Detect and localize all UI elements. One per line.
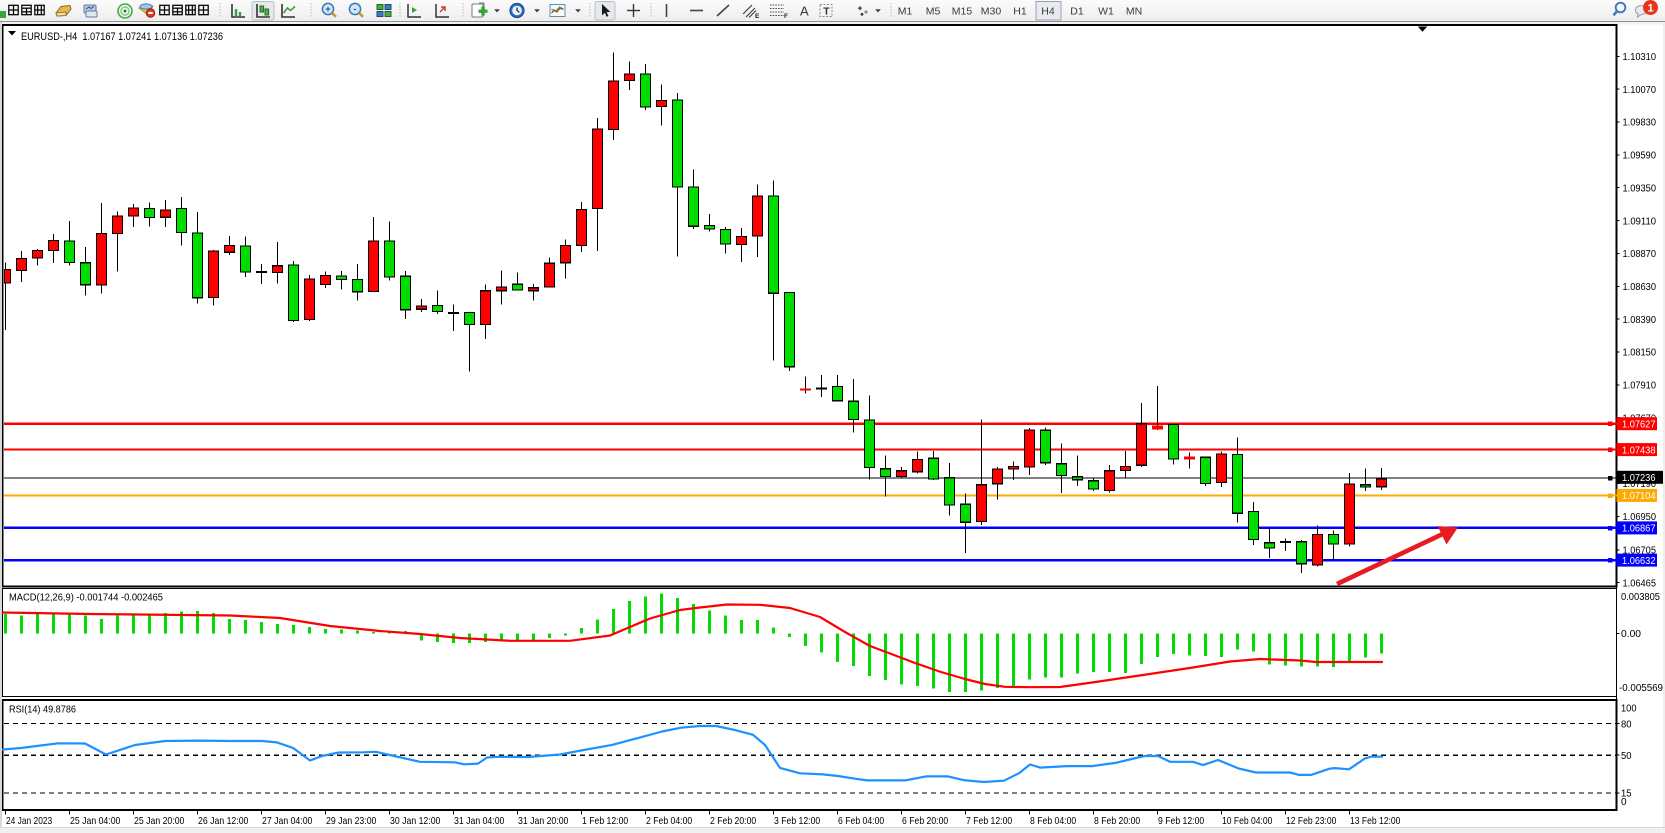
svg-text:1.10310: 1.10310 [1623, 52, 1657, 63]
svg-text:M5: M5 [926, 6, 941, 18]
svg-text:+: + [325, 4, 330, 14]
svg-text:1: 1 [1647, 3, 1653, 15]
svg-text:50: 50 [1621, 751, 1632, 762]
svg-text:1.09590: 1.09590 [1623, 151, 1657, 162]
svg-text:H1: H1 [1013, 6, 1027, 18]
svg-text:2 Feb 04:00: 2 Feb 04:00 [646, 815, 692, 827]
svg-text:8 Feb 04:00: 8 Feb 04:00 [1030, 815, 1076, 827]
svg-text:RSI(14) 49.8786: RSI(14) 49.8786 [9, 705, 76, 716]
svg-text:6 Feb 20:00: 6 Feb 20:00 [902, 815, 948, 827]
svg-text:10 Feb 04:00: 10 Feb 04:00 [1222, 815, 1273, 827]
svg-text:15: 15 [1621, 789, 1632, 800]
svg-text:1.06632: 1.06632 [1622, 556, 1656, 567]
svg-text:25 Jan 20:00: 25 Jan 20:00 [134, 815, 185, 827]
svg-text:8 Feb 20:00: 8 Feb 20:00 [1094, 815, 1140, 827]
svg-text:M15: M15 [952, 6, 973, 18]
svg-text:A: A [800, 4, 809, 19]
svg-text:100: 100 [1621, 704, 1637, 715]
svg-text:1.08870: 1.08870 [1623, 249, 1657, 260]
svg-text:0.00: 0.00 [1621, 629, 1641, 640]
svg-text:1.07104: 1.07104 [1622, 491, 1656, 502]
svg-text:30 Jan 12:00: 30 Jan 12:00 [390, 815, 441, 827]
svg-text:MACD(12,26,9) -0.001744 -0.002: MACD(12,26,9) -0.001744 -0.002465 [9, 593, 163, 604]
svg-text:2 Feb 20:00: 2 Feb 20:00 [710, 815, 756, 827]
svg-text:1.09350: 1.09350 [1623, 183, 1657, 194]
svg-text:0: 0 [1621, 797, 1627, 808]
svg-text:13 Feb 12:00: 13 Feb 12:00 [1350, 815, 1401, 827]
svg-text:1.07910: 1.07910 [1623, 381, 1657, 392]
svg-text:27 Jan 04:00: 27 Jan 04:00 [262, 815, 313, 827]
svg-text:1.08390: 1.08390 [1623, 315, 1657, 326]
svg-text:F: F [784, 13, 788, 20]
svg-text:31 Jan 20:00: 31 Jan 20:00 [518, 815, 569, 827]
svg-text:1.07438: 1.07438 [1622, 445, 1656, 456]
svg-text:1.07627: 1.07627 [1622, 419, 1656, 430]
svg-text:1.08630: 1.08630 [1623, 282, 1657, 293]
svg-text:1 Feb 12:00: 1 Feb 12:00 [582, 815, 628, 827]
svg-text:D1: D1 [1070, 6, 1084, 18]
svg-text:9 Feb 12:00: 9 Feb 12:00 [1158, 815, 1204, 827]
svg-text:24 Jan 2023: 24 Jan 2023 [6, 815, 52, 827]
svg-text:-: - [354, 4, 357, 14]
svg-text:1.06465: 1.06465 [1623, 578, 1657, 589]
svg-text:1.10070: 1.10070 [1623, 85, 1657, 96]
svg-text:26 Jan 12:00: 26 Jan 12:00 [198, 815, 249, 827]
svg-text:12 Feb 23:00: 12 Feb 23:00 [1286, 815, 1337, 827]
svg-text:1.09110: 1.09110 [1623, 216, 1657, 227]
svg-text:W1: W1 [1098, 6, 1114, 18]
svg-text:1.06705: 1.06705 [1623, 546, 1657, 557]
svg-text:EURUSD-,H4 1.07167 1.07241 1.: EURUSD-,H4 1.07167 1.07241 1.07136 1.072… [21, 31, 223, 43]
svg-text:E: E [755, 13, 760, 20]
svg-text:M30: M30 [981, 6, 1002, 18]
svg-text:H4: H4 [1041, 6, 1055, 18]
svg-text:6 Feb 04:00: 6 Feb 04:00 [838, 815, 884, 827]
svg-text:T: T [823, 6, 830, 18]
svg-text:1.07236: 1.07236 [1622, 473, 1656, 484]
svg-text:29 Jan 23:00: 29 Jan 23:00 [326, 815, 377, 827]
svg-text:0.003805: 0.003805 [1621, 592, 1660, 603]
svg-text:-0.005569: -0.005569 [1619, 683, 1663, 694]
svg-text:1.09830: 1.09830 [1623, 118, 1657, 129]
svg-text:1.06950: 1.06950 [1623, 512, 1657, 523]
svg-text:1.07190: 1.07190 [1623, 479, 1657, 490]
svg-text:1.08150: 1.08150 [1623, 348, 1657, 359]
svg-text:7 Feb 12:00: 7 Feb 12:00 [966, 815, 1012, 827]
svg-text:31 Jan 04:00: 31 Jan 04:00 [454, 815, 505, 827]
svg-text:3 Feb 12:00: 3 Feb 12:00 [774, 815, 820, 827]
svg-text:80: 80 [1621, 719, 1632, 730]
svg-text:25 Jan 04:00: 25 Jan 04:00 [70, 815, 121, 827]
svg-text:MN: MN [1126, 6, 1142, 18]
svg-text:M1: M1 [898, 6, 913, 18]
svg-text:1.06867: 1.06867 [1622, 524, 1656, 535]
